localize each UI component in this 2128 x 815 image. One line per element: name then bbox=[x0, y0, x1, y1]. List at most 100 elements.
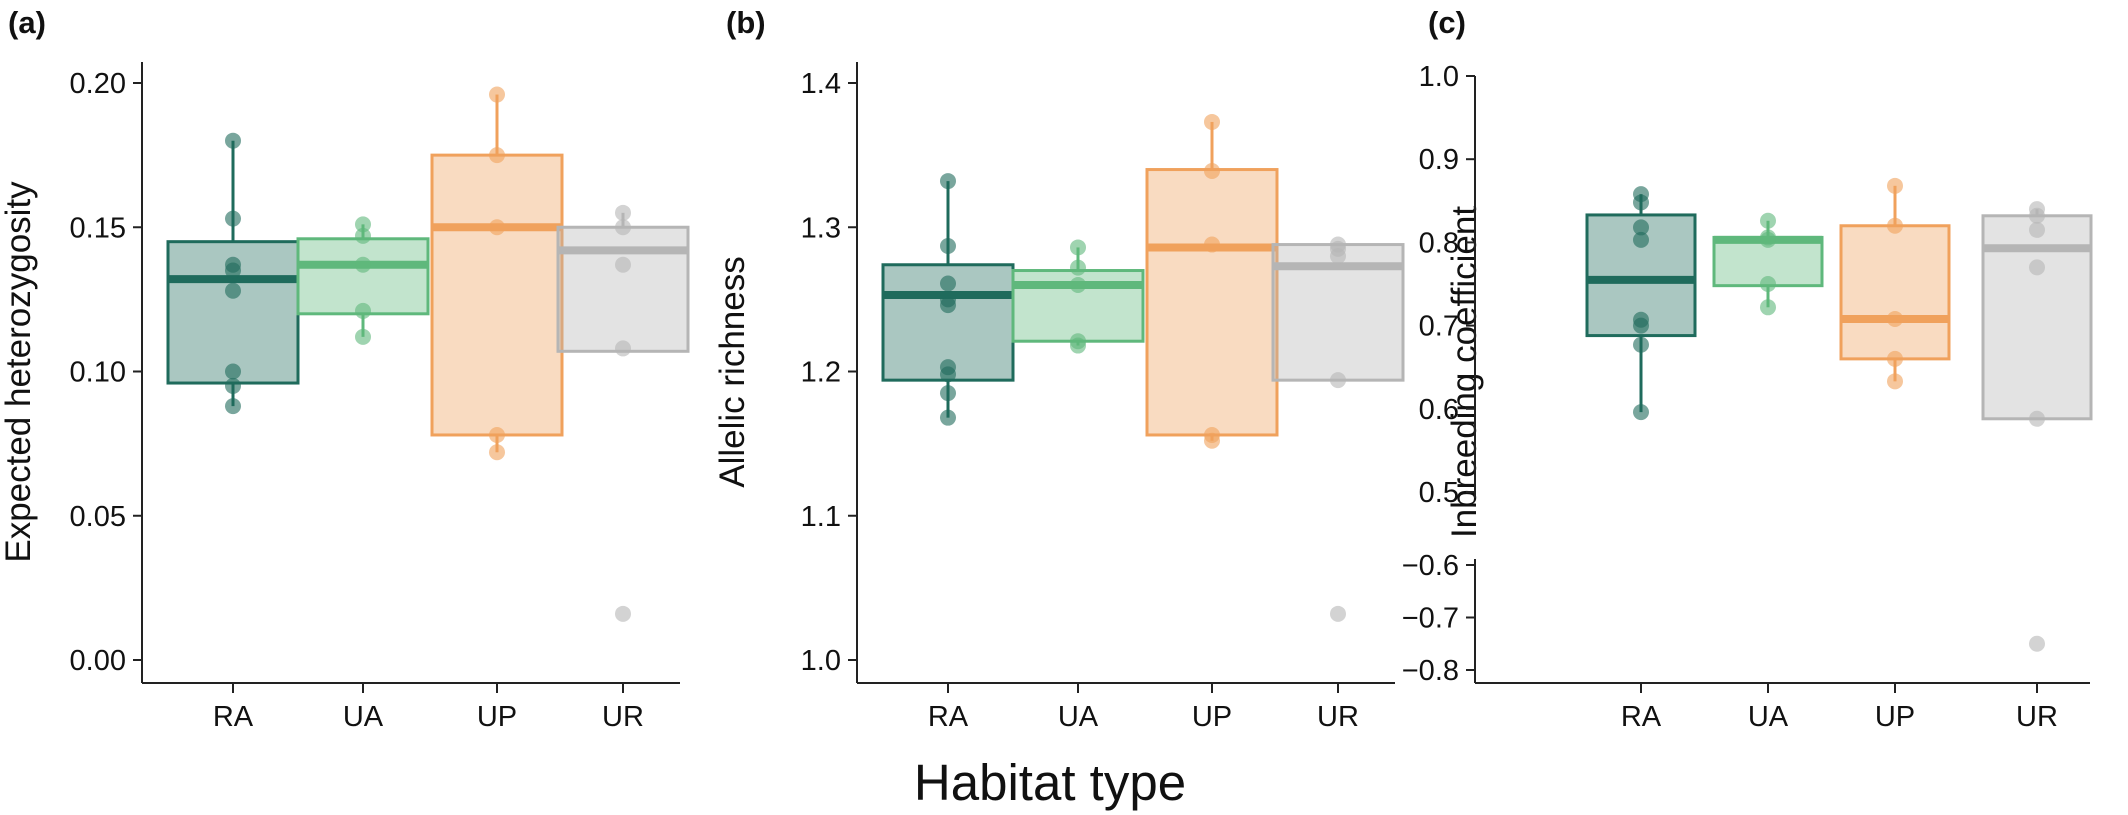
data-point bbox=[940, 238, 956, 255]
data-point bbox=[940, 297, 956, 314]
panel-label: (c) bbox=[1428, 5, 1466, 40]
data-point bbox=[1204, 113, 1220, 130]
data-point bbox=[2029, 207, 2045, 224]
y-tick-label: 0.00 bbox=[70, 645, 126, 677]
x-tick-label: UA bbox=[343, 701, 384, 733]
y-axis-title: Expected heterozygosity bbox=[0, 181, 38, 563]
panel-a-expected-heterozygosity: (a) Expected heterozygosity 0.00 0.05 0.10 0.… bbox=[0, 5, 690, 733]
data-point bbox=[2029, 221, 2045, 238]
y-axis-title: Allelic richness bbox=[713, 256, 752, 487]
y-tick-label: 1.2 bbox=[801, 357, 841, 389]
y-tick-label: 0.10 bbox=[70, 357, 126, 389]
y-tick-label: 1.3 bbox=[801, 212, 841, 244]
data-point bbox=[940, 366, 956, 383]
data-point bbox=[1070, 337, 1086, 354]
x-tick-label: UR bbox=[602, 701, 644, 733]
data-point bbox=[1887, 310, 1903, 327]
data-point bbox=[355, 302, 371, 319]
data-point bbox=[1330, 372, 1346, 389]
data-point bbox=[1633, 231, 1649, 248]
data-point bbox=[489, 86, 505, 103]
data-point bbox=[1633, 336, 1649, 353]
y-tick-label: 0.5 bbox=[1419, 477, 1459, 509]
x-tick-label: UP bbox=[477, 701, 517, 733]
x-tick-label: RA bbox=[213, 701, 254, 733]
data-point bbox=[2029, 635, 2045, 652]
data-point bbox=[940, 173, 956, 190]
data-point bbox=[1330, 605, 1346, 622]
y-tick-label: −0.6 bbox=[1402, 550, 1459, 582]
y-tick-label: 0.15 bbox=[70, 212, 126, 244]
y-tick-label: 1.1 bbox=[801, 501, 841, 533]
data-point bbox=[1330, 248, 1346, 265]
panel-c-inbreeding-coefficient: (c) Inbreeding coefficient 1.0 0.9 0.8 0.7 0.6… bbox=[1402, 5, 2093, 733]
data-point bbox=[940, 275, 956, 292]
x-tick-label: RA bbox=[1621, 701, 1662, 733]
data-point bbox=[1204, 432, 1220, 449]
box-UA bbox=[296, 237, 430, 316]
data-point bbox=[489, 147, 505, 164]
box-UP bbox=[1839, 224, 1951, 361]
data-point bbox=[1760, 299, 1776, 316]
data-point bbox=[355, 227, 371, 244]
panel-b-allelic-richness: (b) Allelic richness 1.0 1.1 1.2 1.3 1.4 RA UA UP… bbox=[713, 5, 1405, 733]
y-tick-label: −0.8 bbox=[1402, 655, 1459, 687]
y-tick-label: 0.8 bbox=[1419, 227, 1459, 259]
data-point bbox=[1633, 194, 1649, 211]
data-point bbox=[355, 216, 371, 233]
data-point bbox=[1887, 350, 1903, 367]
data-point bbox=[940, 409, 956, 426]
x-tick-label: UR bbox=[2016, 701, 2058, 733]
data-point bbox=[1887, 177, 1903, 194]
data-point bbox=[1760, 212, 1776, 229]
data-point bbox=[1633, 404, 1649, 421]
figure-x-axis-title: Habitat type bbox=[914, 754, 1186, 811]
data-point bbox=[225, 377, 241, 394]
data-point bbox=[1070, 259, 1086, 276]
data-point bbox=[615, 204, 631, 221]
y-tick-label: 1.0 bbox=[1419, 61, 1459, 93]
data-point bbox=[1070, 276, 1086, 293]
y-tick-label: 0.9 bbox=[1419, 144, 1459, 176]
data-point bbox=[615, 256, 631, 273]
data-point bbox=[225, 282, 241, 299]
data-point bbox=[2029, 410, 2045, 427]
box-UR bbox=[556, 225, 690, 353]
data-point bbox=[355, 328, 371, 345]
y-tick-label: 0.7 bbox=[1419, 311, 1459, 343]
data-point bbox=[1633, 219, 1649, 236]
data-point bbox=[1887, 373, 1903, 390]
data-point bbox=[355, 256, 371, 273]
data-point bbox=[1633, 317, 1649, 334]
x-tick-label: UR bbox=[1317, 701, 1359, 733]
y-tick-label: 0.20 bbox=[70, 68, 126, 100]
data-point bbox=[615, 605, 631, 622]
data-point bbox=[940, 385, 956, 402]
data-point bbox=[1204, 162, 1220, 179]
data-point bbox=[225, 132, 241, 149]
data-point bbox=[1760, 231, 1776, 248]
data-point bbox=[1070, 239, 1086, 256]
y-tick-label: 1.4 bbox=[801, 68, 841, 100]
data-point bbox=[1204, 236, 1220, 253]
x-tick-label: UP bbox=[1192, 701, 1232, 733]
x-tick-label: UP bbox=[1875, 701, 1915, 733]
data-point bbox=[225, 398, 241, 415]
y-axis-title: Inbreeding coefficient bbox=[1445, 206, 1484, 538]
data-point bbox=[2029, 259, 2045, 276]
x-tick-label: RA bbox=[928, 701, 969, 733]
data-point bbox=[1760, 276, 1776, 292]
data-point bbox=[225, 262, 241, 279]
x-tick-label: UA bbox=[1058, 701, 1099, 733]
data-point bbox=[615, 340, 631, 357]
y-tick-label: −0.7 bbox=[1402, 603, 1459, 635]
box-UP bbox=[1145, 168, 1279, 437]
data-point bbox=[489, 219, 505, 236]
y-tick-label: 0.6 bbox=[1419, 394, 1459, 426]
panel-label: (a) bbox=[8, 5, 46, 40]
data-point bbox=[489, 444, 505, 461]
panel-label: (b) bbox=[726, 5, 766, 40]
y-tick-label: 0.05 bbox=[70, 501, 126, 533]
data-point bbox=[489, 426, 505, 443]
